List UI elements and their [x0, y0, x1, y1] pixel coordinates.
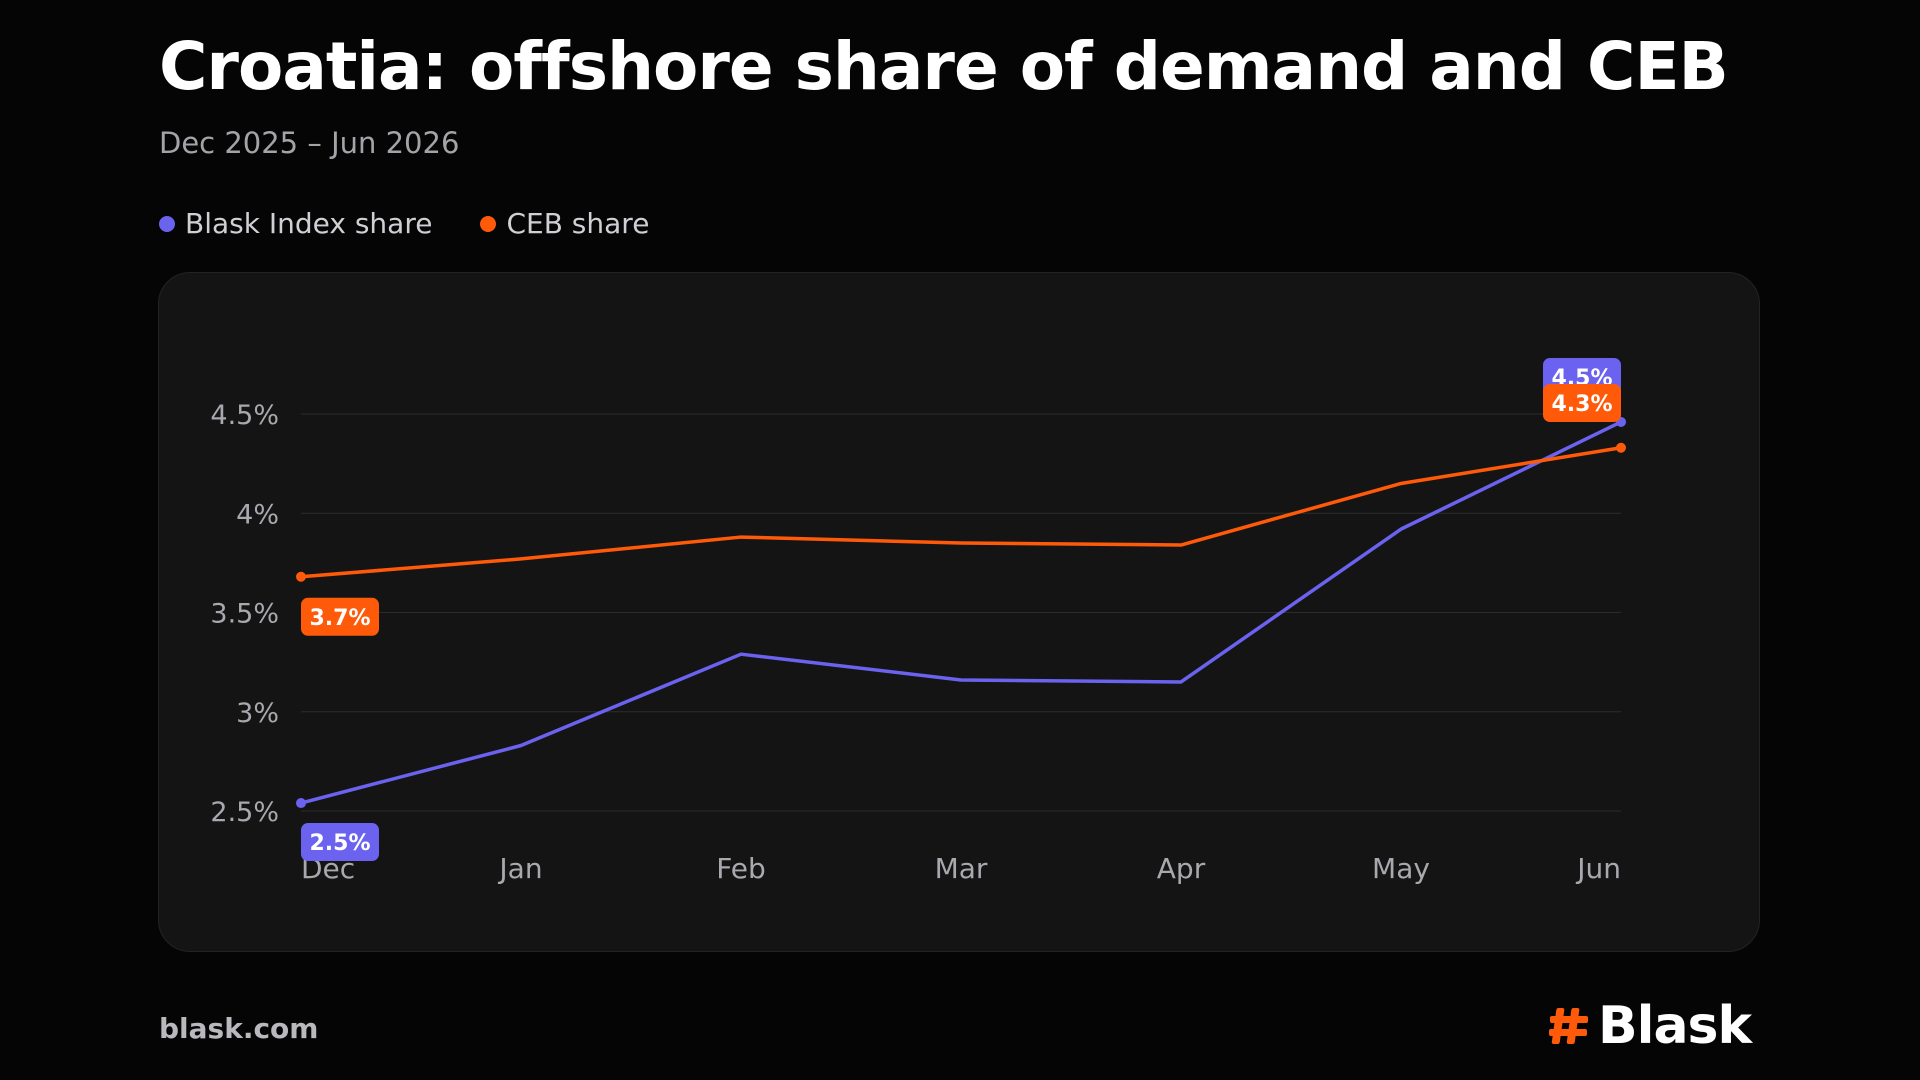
data-point — [296, 798, 306, 809]
legend-label-blask: Blask Index share — [185, 207, 433, 240]
legend-dot-blask — [159, 215, 175, 232]
data-label-ceb-last-bg — [1543, 384, 1621, 422]
x-tick-label: Jan — [497, 852, 542, 885]
legend-item-ceb: CEB share — [480, 207, 649, 240]
x-tick-label: Jun — [1575, 852, 1621, 885]
chart-legend: Blask Index share CEB share — [159, 207, 649, 240]
brand-name: Blask — [1598, 996, 1752, 1056]
data-point — [1616, 442, 1626, 453]
legend-dot-ceb — [480, 215, 497, 232]
y-tick-label: 3.5% — [210, 599, 279, 630]
chart-subtitle: Dec 2025 – Jun 2026 — [159, 126, 460, 160]
chart-panel: 2.5% 3% 3.5% 4% 4.5% Dec Jan Feb Mar Apr May Jun 3.7… — [158, 272, 1760, 952]
line-chart: 2.5%3%3.5%4%4.5%Dec Jan Feb Mar Apr May Jun3.7… — [210, 358, 1626, 885]
data-point — [296, 571, 306, 582]
data-label-ceb-first: 3.7% — [309, 606, 370, 631]
series-line-1 — [299, 445, 1623, 579]
chart-title: Croatia: offshore share of demand and CE… — [159, 28, 1729, 105]
x-tick-label: May — [1372, 852, 1430, 885]
x-tick-label: Feb — [716, 852, 766, 885]
x-tick-label: Mar — [935, 852, 988, 885]
y-tick-label: 4% — [236, 499, 279, 530]
data-label-blask-first-bg — [301, 823, 379, 862]
footer-url: blask.com — [159, 1012, 319, 1045]
brand-logo: Blask — [1548, 996, 1752, 1056]
data-label-blask-first: 2.5% — [309, 831, 370, 856]
y-tick-label: 3% — [236, 698, 279, 729]
series-line-0 — [299, 420, 1623, 805]
legend-label-ceb: CEB share — [506, 207, 650, 240]
hash-icon — [1549, 1008, 1588, 1044]
data-label-ceb-first-bg — [301, 597, 379, 636]
data-label-ceb-last: 4.3% — [1551, 392, 1612, 417]
y-tick-label: 2.5% — [210, 797, 279, 828]
legend-item-blask: Blask Index share — [159, 207, 432, 240]
y-tick-label: 4.5% — [210, 400, 279, 431]
x-tick-label: Apr — [1157, 852, 1206, 885]
